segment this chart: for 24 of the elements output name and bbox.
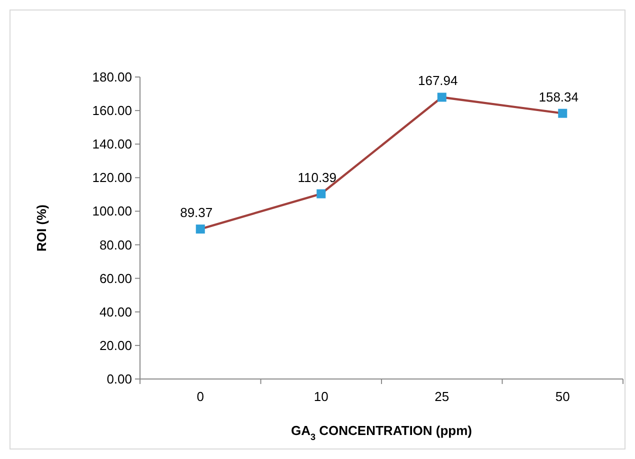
y-tick-label: 100.00	[92, 204, 132, 219]
data-label: 167.94	[418, 73, 458, 88]
data-label: 110.39	[298, 170, 337, 185]
data-label: 89.37	[180, 205, 213, 220]
y-tick-label: 0.00	[106, 372, 132, 386]
y-tick-label: 180.00	[92, 70, 132, 84]
x-tick-label: 50	[555, 389, 570, 404]
x-axis-title: GA$_{3}$ CONCENTRATION (ppm)	[290, 423, 472, 442]
y-tick-label: 40.00	[99, 304, 132, 320]
y-tick-label: 160.00	[92, 103, 132, 118]
x-tick-label: 10	[314, 389, 328, 404]
y-tick-label: 60.00	[99, 270, 132, 286]
y-tick-label: 20.00	[99, 338, 132, 353]
point	[558, 108, 568, 118]
point	[316, 189, 326, 198]
y-axis-title: ROI (%)	[34, 204, 49, 252]
point	[437, 92, 446, 102]
y-tick-label: 140.00	[92, 136, 132, 152]
data-label: 158.34	[538, 89, 579, 104]
x-tick-label: 25	[434, 389, 450, 404]
point	[196, 224, 205, 234]
x-tick-label: 0	[196, 389, 204, 404]
y-tick-label: 120.00	[92, 170, 132, 186]
y-tick-label: 80.00	[99, 237, 132, 252]
